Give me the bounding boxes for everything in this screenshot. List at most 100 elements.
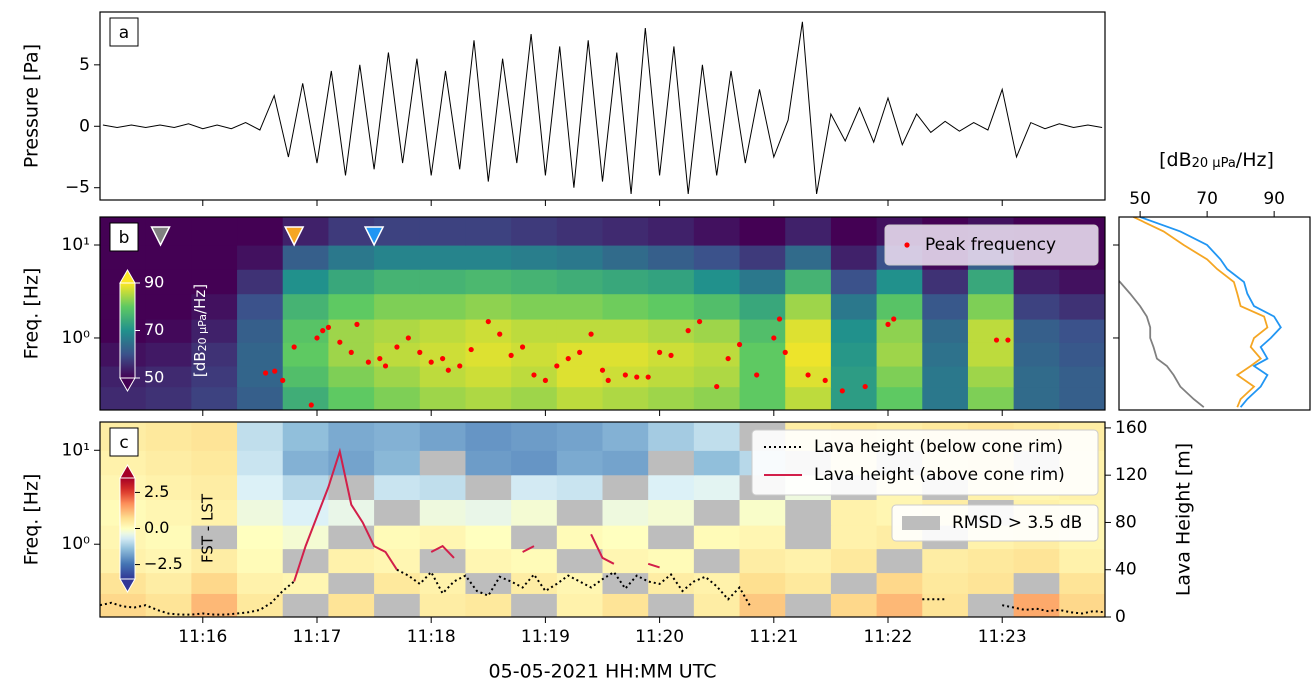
peak-point bbox=[1005, 337, 1011, 343]
peak-point bbox=[776, 316, 783, 322]
y-axis-label: Freq. [Hz] bbox=[21, 474, 43, 566]
heatmap-cell bbox=[282, 293, 330, 320]
heatmap-cell bbox=[739, 593, 786, 617]
heatmap-cell bbox=[1013, 386, 1060, 410]
heatmap-cell bbox=[830, 342, 878, 367]
heatmap-cell bbox=[145, 474, 192, 501]
heatmap-cell bbox=[145, 217, 192, 246]
heatmap-cell bbox=[967, 365, 1015, 388]
heatmap-cell bbox=[785, 269, 832, 295]
heatmap-cell bbox=[922, 572, 969, 594]
spectrum-line bbox=[1139, 217, 1282, 408]
heatmap-cell bbox=[511, 293, 558, 320]
x-tick-label: 90 bbox=[1263, 189, 1285, 209]
peak-point bbox=[314, 335, 320, 341]
heatmap-cell bbox=[1013, 593, 1060, 617]
heatmap-cell bbox=[556, 365, 604, 388]
heatmap-cell bbox=[876, 572, 923, 594]
time-marker bbox=[150, 226, 171, 247]
heatmap-cell bbox=[556, 572, 604, 594]
heatmap-cell bbox=[648, 499, 695, 526]
heatmap-cell bbox=[1059, 293, 1105, 320]
peak-point bbox=[280, 377, 286, 383]
heatmap-cell bbox=[419, 217, 467, 246]
heatmap-cell bbox=[556, 318, 604, 343]
heatmap-cell bbox=[876, 593, 923, 617]
heatmap-cell bbox=[237, 217, 284, 246]
heatmap-cell bbox=[739, 525, 786, 550]
y-tick-label: 0 bbox=[79, 116, 90, 136]
heatmap-cell bbox=[191, 499, 238, 526]
time-marker bbox=[283, 226, 305, 247]
heatmap-cell bbox=[282, 422, 330, 451]
peak-point bbox=[405, 335, 411, 341]
panel-label-box bbox=[109, 222, 139, 252]
heatmap-cell bbox=[145, 572, 192, 594]
heatmap-cell bbox=[237, 572, 284, 594]
legend-box bbox=[884, 224, 1099, 266]
y-axis-label: Freq. [Hz] bbox=[21, 268, 43, 360]
heatmap-cell bbox=[374, 474, 421, 501]
masked-cell bbox=[602, 572, 649, 594]
heatmap-cell bbox=[785, 548, 832, 574]
heatmap-cell bbox=[511, 386, 558, 410]
heatmap-cell bbox=[465, 386, 512, 410]
frame bbox=[99, 11, 1106, 201]
waveform bbox=[102, 21, 1103, 194]
heatmap-cell bbox=[693, 572, 741, 594]
label-part: /Hz] bbox=[191, 284, 209, 314]
heatmap-cell bbox=[556, 422, 604, 451]
heatmap-cell bbox=[556, 450, 604, 476]
peak-point bbox=[542, 377, 548, 383]
peak-point bbox=[554, 363, 560, 369]
masked-cell bbox=[693, 548, 741, 574]
x-tick-label: 50 bbox=[1129, 189, 1151, 209]
masked-cell bbox=[511, 593, 558, 617]
heatmap-cell bbox=[328, 293, 375, 320]
heatmap-cell bbox=[785, 217, 832, 246]
masked-cell bbox=[328, 474, 375, 501]
legend-box bbox=[891, 504, 1099, 542]
heatmap-cell bbox=[1013, 342, 1060, 367]
heatmap-cell bbox=[648, 293, 695, 320]
legend-label: Lava height (below cone rim) bbox=[814, 437, 1063, 457]
heatmap-cell bbox=[876, 386, 923, 410]
peak-point bbox=[497, 331, 503, 337]
heatmap-cell bbox=[465, 244, 512, 270]
masked-cell bbox=[374, 593, 421, 617]
heatmap-cell bbox=[191, 386, 238, 410]
peak-point bbox=[428, 359, 434, 365]
frame bbox=[99, 421, 1106, 618]
heatmap-cell bbox=[374, 365, 421, 388]
heatmap-cell bbox=[374, 293, 421, 320]
peak-point bbox=[736, 341, 743, 348]
heatmap-cell bbox=[739, 365, 786, 388]
heatmap-cell bbox=[237, 342, 284, 367]
heatmap-cell bbox=[191, 244, 238, 270]
heatmap-cell bbox=[830, 548, 878, 574]
peak-point bbox=[262, 370, 269, 376]
heatmap-cell bbox=[922, 293, 969, 320]
time-marker bbox=[363, 226, 385, 247]
heatmap-cell bbox=[145, 365, 192, 388]
peak-point bbox=[440, 355, 446, 362]
heatmap-cell bbox=[419, 593, 467, 617]
heatmap-cell bbox=[739, 217, 786, 246]
legend-label: Peak frequency bbox=[925, 235, 1056, 255]
legend-box bbox=[751, 429, 1099, 496]
y-tick-label: 10¹ bbox=[62, 235, 90, 255]
peak-point bbox=[531, 372, 537, 378]
heatmap-cell bbox=[922, 548, 969, 574]
x-tick-label: 11:23 bbox=[978, 627, 1027, 647]
heatmap-cell bbox=[374, 217, 421, 246]
heatmap-cell bbox=[648, 365, 695, 388]
heatmap-cell bbox=[693, 450, 741, 476]
colorbar bbox=[119, 477, 136, 580]
heatmap-cell bbox=[830, 386, 878, 410]
heatmap-cell bbox=[511, 548, 558, 574]
heatmap-cell bbox=[556, 593, 604, 617]
heatmap-cell bbox=[511, 244, 558, 270]
heatmap-cell bbox=[282, 386, 330, 410]
heatmap-cell bbox=[785, 386, 832, 410]
heatmap-cell bbox=[237, 386, 284, 410]
